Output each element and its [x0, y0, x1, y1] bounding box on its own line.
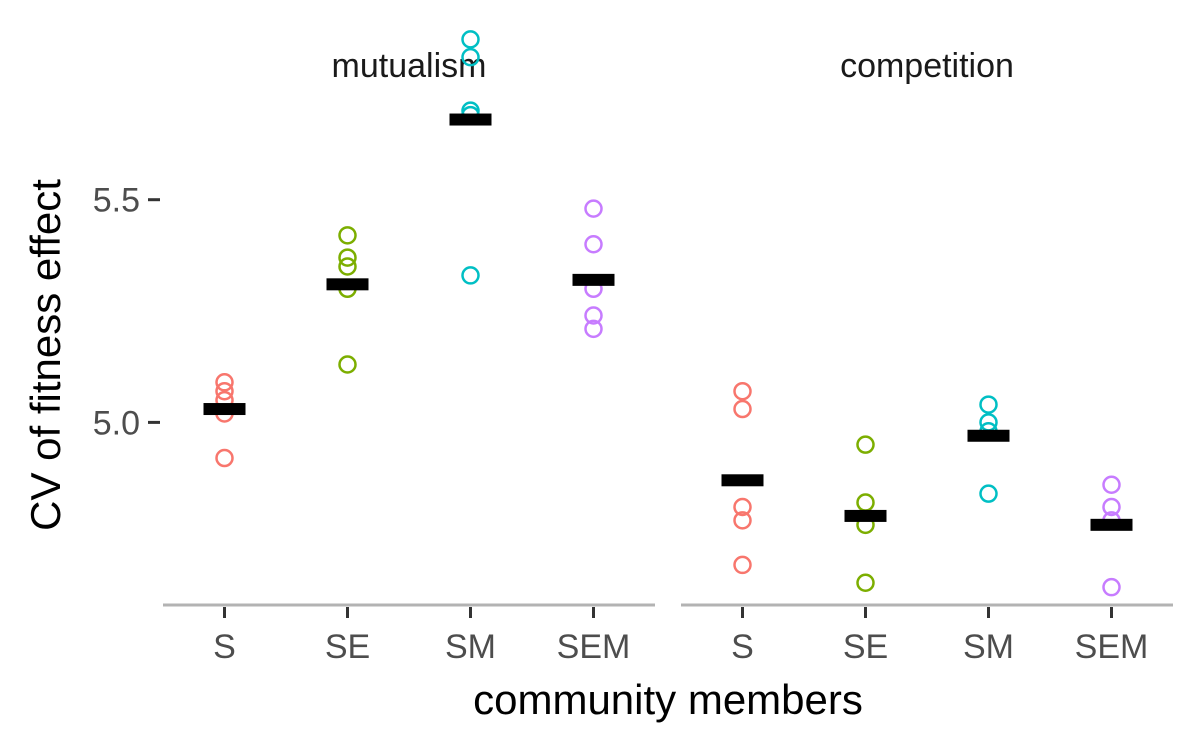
data-point	[461, 266, 480, 285]
data-point	[1102, 475, 1121, 494]
x-tick-label: S	[213, 628, 236, 666]
y-axis-title: CV of fitness effect	[22, 179, 69, 531]
y-tick-label: 5.0	[93, 404, 140, 442]
x-tick-label: SM	[963, 628, 1014, 666]
x-tick-label: SEM	[1075, 628, 1149, 666]
data-point	[979, 395, 998, 414]
mean-marker	[326, 278, 369, 291]
data-point	[338, 226, 357, 245]
mean-marker	[721, 474, 764, 487]
data-point	[584, 199, 603, 218]
data-point	[338, 248, 357, 267]
data-point	[338, 355, 357, 374]
mean-marker	[572, 273, 615, 286]
data-point	[856, 573, 875, 592]
data-point	[733, 381, 752, 401]
data-point	[856, 493, 875, 512]
y-tick-label: 5.5	[93, 182, 140, 220]
data-point	[215, 381, 234, 401]
panel-title: mutualism	[332, 47, 487, 85]
data-point	[733, 555, 752, 575]
data-point	[733, 399, 752, 419]
data-point	[584, 319, 603, 339]
data-point	[215, 373, 234, 392]
data-point	[461, 30, 480, 49]
data-point	[979, 484, 998, 503]
x-tick-label: S	[731, 628, 754, 666]
data-point	[215, 448, 234, 468]
data-point	[584, 234, 603, 254]
data-point	[461, 47, 480, 67]
mean-marker	[844, 509, 887, 522]
plot-area: 5.0 5.5 mutualism S SE SM SEM competition S SE SM S…	[93, 30, 1173, 666]
mean-marker	[203, 403, 246, 416]
data-point	[1102, 577, 1121, 597]
data-point	[733, 511, 752, 530]
x-tick-label: SM	[445, 628, 496, 666]
data-point	[1102, 497, 1121, 517]
data-point	[338, 257, 357, 276]
x-tick-label: SEM	[557, 628, 631, 666]
x-axis-title: community members	[473, 676, 863, 723]
data-point	[733, 497, 752, 517]
data-point	[856, 435, 875, 454]
mean-marker	[449, 113, 492, 126]
panel-title: competition	[840, 47, 1014, 85]
mean-marker	[967, 429, 1010, 442]
x-tick-label: SE	[843, 628, 888, 666]
x-tick-label: SE	[325, 628, 370, 666]
data-point	[584, 306, 603, 325]
mean-marker	[1090, 518, 1133, 531]
